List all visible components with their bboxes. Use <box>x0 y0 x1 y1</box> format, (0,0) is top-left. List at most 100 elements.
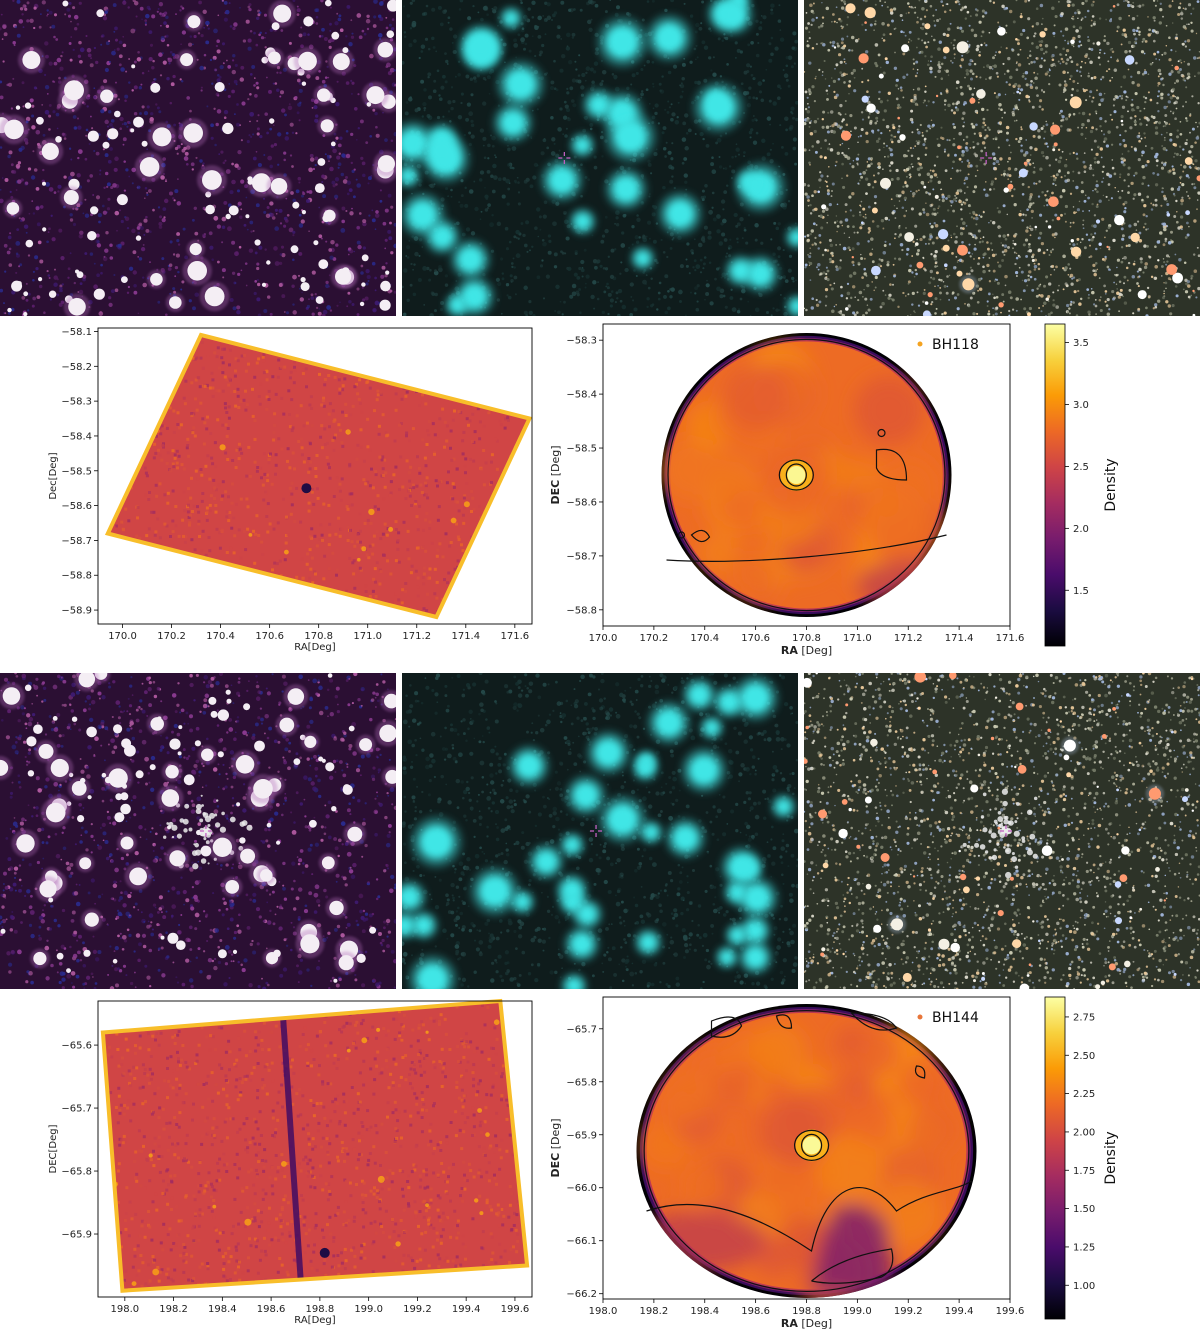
x-axis-label: RA[Deg] <box>294 642 335 653</box>
colorbar-label: Density <box>1103 1131 1119 1184</box>
y-tick-label: −58.8 <box>566 605 597 616</box>
y-tick-label: −58.4 <box>61 431 92 442</box>
contour <box>793 1129 830 1161</box>
x-tick-label: 198.0 <box>110 1304 139 1315</box>
footprint-edge <box>104 332 533 620</box>
x-axis-label: RA[Deg] <box>294 1315 335 1326</box>
x-tick-label: 199.6 <box>996 1306 1025 1317</box>
y-tick-label: −65.6 <box>61 1041 92 1052</box>
y-axis-label-unit: [Deg] <box>549 445 562 479</box>
y-tick-label: −65.8 <box>61 1167 92 1178</box>
sky-image-wise-cyan <box>402 0 798 316</box>
y-axis-label: DEC [Deg] <box>549 445 562 504</box>
x-tick-label: 171.2 <box>402 631 431 642</box>
y-tick-label: −58.3 <box>566 336 597 347</box>
y-tick-label: −58.5 <box>61 466 92 477</box>
y-tick-label: −58.6 <box>61 501 92 512</box>
density-peak <box>787 466 806 484</box>
y-axis-label: DEC [Deg] <box>549 1118 562 1177</box>
x-tick-label: 170.2 <box>640 633 669 644</box>
colorbar-tick-label: 1.25 <box>1073 1242 1095 1253</box>
cluster-position-marker <box>199 825 212 837</box>
x-tick-label: 170.2 <box>157 631 186 642</box>
x-tick-label: 199.2 <box>403 1304 432 1315</box>
x-tick-label: 171.0 <box>353 631 382 642</box>
contour <box>785 463 807 487</box>
colorbar <box>1044 996 1066 1320</box>
x-tick-label: 199.0 <box>843 1306 872 1317</box>
sky-image-optical-color <box>804 673 1200 989</box>
x-tick-label: 198.2 <box>640 1306 669 1317</box>
colorbar <box>1044 323 1066 647</box>
colorbar-tick-label: 3.5 <box>1073 338 1089 349</box>
y-tick-label: −58.7 <box>61 536 92 547</box>
colorbar-tick-label: 1.00 <box>1073 1281 1095 1292</box>
footprint-edge <box>100 998 530 1293</box>
x-tick-label: 170.8 <box>792 633 821 644</box>
x-tick-label: 198.6 <box>257 1304 286 1315</box>
bright-stars <box>0 673 396 983</box>
x-tick-label: 171.6 <box>996 633 1025 644</box>
x-tick-label: 199.4 <box>945 1306 974 1317</box>
y-tick-label: −58.7 <box>566 551 597 562</box>
footprint-density <box>107 335 530 617</box>
colorbar-tick-label: 2.75 <box>1073 1012 1095 1023</box>
contour <box>775 1014 793 1029</box>
colorbar-tick-label: 1.75 <box>1073 1166 1095 1177</box>
bright-stars <box>0 0 396 316</box>
x-tick-label: 171.6 <box>501 631 530 642</box>
bright-stars <box>804 673 1194 989</box>
x-tick-label: 170.6 <box>255 631 284 642</box>
y-tick-label: −58.9 <box>61 606 92 617</box>
x-axis-label-bold: RA <box>781 1317 798 1330</box>
x-tick-label: 198.2 <box>159 1304 188 1315</box>
colorbar-tick-label: 2.00 <box>1073 1127 1095 1138</box>
contour <box>811 1248 894 1284</box>
density-contours <box>643 1010 972 1292</box>
colorbar-tick-label: 3.0 <box>1073 400 1089 411</box>
x-tick-label: 198.4 <box>208 1304 237 1315</box>
x-tick-label: 171.4 <box>451 631 480 642</box>
contour <box>850 1012 898 1031</box>
colorbar-tick-label: 1.50 <box>1073 1204 1095 1215</box>
x-tick-label: 171.2 <box>894 633 923 644</box>
contour <box>690 529 711 543</box>
density-peak <box>802 1136 821 1155</box>
colorbar-tick-label: 2.0 <box>1073 524 1089 535</box>
contour <box>875 448 908 481</box>
colorbar-tick-label: 2.25 <box>1073 1089 1095 1100</box>
contour <box>677 531 686 539</box>
x-axis-label-unit: [Deg] <box>798 644 832 657</box>
y-tick-label: −58.6 <box>566 497 597 508</box>
x-tick-label: 170.0 <box>589 633 618 644</box>
sky-image-optical-color <box>804 0 1200 316</box>
x-axis-label-bold: RA <box>781 644 798 657</box>
footprint-density <box>102 1001 528 1291</box>
ra-dec-map: 170.0 170.2 170.4 170.6 170.8 171.0 171.2 171.4… <box>40 318 540 668</box>
y-tick-label: −65.9 <box>61 1230 92 1241</box>
colorbar-tick-label: 1.5 <box>1073 586 1089 597</box>
y-axis-label-unit: [Deg] <box>549 1118 562 1152</box>
y-tick-label: −65.7 <box>566 1024 597 1035</box>
x-axis-label: RA [Deg] <box>781 1317 832 1330</box>
y-tick-label: −58.5 <box>566 444 597 455</box>
x-tick-label: 199.2 <box>894 1306 923 1317</box>
contour <box>666 534 947 562</box>
contour <box>778 459 814 491</box>
x-tick-label: 170.4 <box>206 631 235 642</box>
sky-noise <box>0 673 396 989</box>
density-map: 170.0 170.2 170.4 170.6 170.8 171.0 171.2 171.4… <box>545 318 1145 668</box>
y-axis-label-bold: DEC <box>549 1153 562 1178</box>
colorbar-label: Density <box>1103 458 1119 511</box>
x-tick-label: 198.8 <box>792 1306 821 1317</box>
y-tick-label: −66.1 <box>566 1236 597 1247</box>
density-minimum <box>301 483 312 494</box>
cluster-position-marker <box>999 825 1012 837</box>
bright-stars <box>402 0 798 316</box>
axes-frame <box>97 1000 533 1298</box>
x-tick-label: 170.4 <box>690 633 719 644</box>
contour <box>667 338 946 612</box>
contour <box>914 1065 926 1079</box>
legend-marker <box>917 1014 923 1020</box>
x-tick-label: 199.4 <box>452 1304 481 1315</box>
